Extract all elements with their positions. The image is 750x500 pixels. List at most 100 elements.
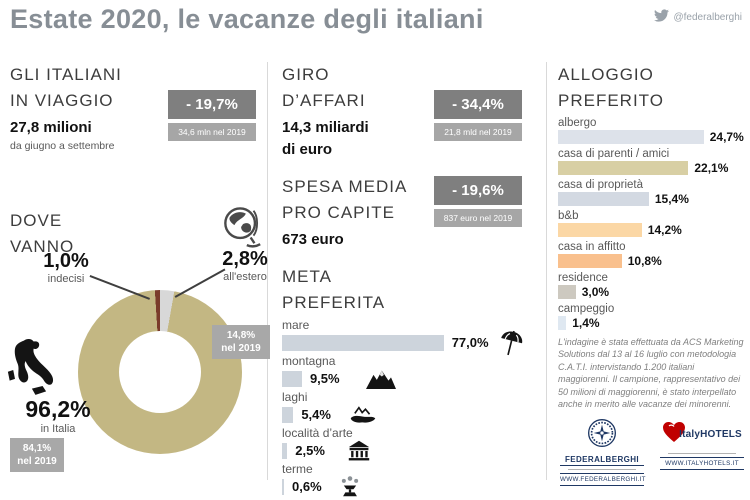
giro-heading-line1: GIRO (282, 65, 330, 84)
section-left-column: GLI ITALIANI IN VIAGGIO 27,8 milioni da … (7, 62, 270, 482)
bar-row: mare 77,0% (282, 318, 534, 355)
alloggio-heading-line1: ALLOGGIO (558, 65, 654, 84)
meta-preferita-chart: mare 77,0% montagna 9,5% (282, 316, 534, 496)
indecisi-value: 1,0% (43, 250, 89, 272)
giro-value-line2: di euro (282, 140, 333, 158)
estero-2019-value: 14,8% (226, 330, 256, 341)
bar (282, 370, 302, 387)
callout-italia: 96,2% in Italia (10, 396, 106, 435)
giro-previous-badge: 21,8 mld nel 2019 (434, 123, 522, 141)
spesa-delta-badge: - 19,6% (434, 176, 522, 205)
bar-value: 77,0% (451, 335, 489, 350)
bar-row: montagna 9,5% (282, 354, 534, 389)
bar-value: 24,7% (709, 130, 744, 144)
bar-value: 22,1% (694, 161, 729, 175)
bar (282, 478, 284, 495)
beach-umbrella-icon (497, 328, 525, 358)
travelers-delta-badge: - 19,7% (168, 90, 256, 119)
bar-value: 14,2% (647, 223, 682, 237)
bar-label: residence (558, 272, 608, 284)
bar-label: b&b (558, 210, 579, 222)
twitter-handle-label: @federalberghi (673, 11, 742, 23)
bar-label: montagna (282, 354, 336, 368)
italyhotels-tagline (668, 453, 736, 455)
bar-label: terme (282, 462, 313, 476)
travelers-previous-badge: 34,6 mln nel 2019 (168, 123, 256, 141)
dove-vanno-heading-line1: DOVE (10, 211, 63, 230)
italyhotels-logo: ItalyHOTELS WWW.ITALYHOTELS.IT (660, 418, 744, 486)
giro-heading-line2: D’AFFARI (282, 90, 366, 110)
twitter-bird-icon (654, 8, 670, 26)
bar (282, 334, 444, 351)
travelers-badges: - 19,7% 34,6 mln nel 2019 (168, 90, 256, 141)
italia-2019-value: 84,1% (22, 443, 52, 454)
bar-value: 2,5% (295, 443, 325, 458)
spesa-heading-line2: PRO CAPITE (282, 202, 395, 222)
bar-label: albergo (558, 117, 597, 129)
spesa-heading: SPESA MEDIA PRO CAPITE (282, 174, 407, 225)
italia-label: in Italia (40, 423, 76, 435)
meta-heading-line1: META (282, 267, 332, 286)
italia-value: 96,2% (25, 396, 91, 422)
bar-label: laghi (282, 390, 308, 404)
spesa-block: SPESA MEDIA PRO CAPITE 673 euro (282, 174, 407, 251)
fountain-icon (340, 475, 360, 499)
travelers-heading-line1: GLI ITALIANI (10, 65, 122, 84)
mountains-icon (365, 369, 396, 389)
italia-2019-badge: 84,1% nel 2019 (10, 438, 64, 472)
bar (282, 406, 294, 423)
bar (558, 161, 689, 175)
italyhotels-name: ItalyHOTELS (679, 428, 742, 440)
estero-label: all'estero (223, 271, 267, 283)
bar (558, 316, 567, 330)
twitter-handle[interactable]: @federalberghi (654, 8, 742, 26)
bar-value: 10,8% (627, 254, 662, 268)
bar (558, 192, 649, 206)
bar (558, 285, 576, 299)
meta-heading: META PREFERITA (282, 264, 385, 315)
spesa-previous-badge: 837 euro nel 2019 (434, 209, 522, 227)
giro-value-line1: 14,3 miliardi (282, 119, 369, 136)
federalberghi-tagline (568, 469, 636, 471)
giro-value: 14,3 miliardi di euro (282, 117, 369, 161)
bar-row: casa in affitto 10,8% (558, 241, 746, 268)
bar-row: campeggio 1,4% (558, 303, 746, 330)
federalberghi-emblem-icon (587, 419, 617, 452)
callout-indecisi: 1,0% indecisi (30, 250, 102, 285)
travelers-heading-line2: IN VIAGGIO (10, 90, 114, 110)
bar-label: casa di parenti / amici (558, 148, 670, 160)
bar-value: 0,6% (292, 479, 322, 494)
giro-delta-badge: - 34,4% (434, 90, 522, 119)
bar-label: località d’arte (282, 426, 353, 440)
spesa-value: 673 euro (282, 231, 344, 248)
temple-icon (347, 440, 371, 462)
bar-label: casa di proprietà (558, 179, 644, 191)
logos-row: FEDERALBERGHI WWW.FEDERALBERGHI.IT Italy… (558, 418, 746, 487)
bar-value: 15,4% (654, 192, 689, 206)
travelers-heading: GLI ITALIANI IN VIAGGIO (10, 62, 262, 113)
italia-2019-label: nel 2019 (17, 456, 57, 467)
column-divider-left (267, 62, 268, 480)
bar-label: campeggio (558, 303, 615, 315)
estero-2019-badge: 14,8% nel 2019 (212, 325, 270, 359)
bar (282, 442, 288, 459)
travelers-period: da giugno a settembre (10, 139, 115, 152)
bar-label: mare (282, 318, 310, 332)
bar-value: 3,0% (581, 285, 610, 299)
federalberghi-name: FEDERALBERGHI (560, 455, 644, 467)
section-alloggio: ALLOGGIO PREFERITO albergo 24,7% casa di… (558, 62, 746, 487)
page-title: Estate 2020, le vacanze degli italiani (10, 4, 484, 34)
federalberghi-url-link[interactable]: WWW.FEDERALBERGHI.IT (560, 473, 645, 487)
alloggio-heading: ALLOGGIO PREFERITO (558, 62, 746, 113)
callout-estero: 2,8% all'estero (206, 248, 284, 283)
giro-badges: - 34,4% 21,8 mld nel 2019 (434, 90, 522, 141)
bar-row: laghi 5,4% (282, 390, 534, 424)
dove-vanno-heading: DOVE VANNO (10, 208, 74, 259)
bar (558, 130, 704, 144)
meta-heading-line2: PREFERITA (282, 292, 386, 312)
bar-value: 9,5% (309, 371, 340, 386)
spesa-badges: - 19,6% 837 euro nel 2019 (434, 176, 522, 227)
italyhotels-url-link[interactable]: WWW.ITALYHOTELS.IT (660, 457, 744, 471)
bar (558, 223, 642, 237)
